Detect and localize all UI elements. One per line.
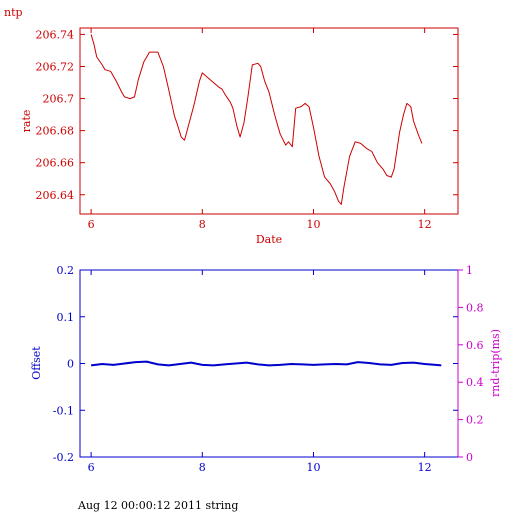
rate-chart: 6 8 10 12 206.64206.66206.68206.7206.72206.… [20,27,459,246]
offset-series-line [90,360,442,367]
offset-y-ticks: -0.2 -0.1 0 0.1 0.2 [53,264,458,464]
rate-y-tick-label: 206.74 [36,28,75,41]
rate-y-tick-label: 206.7 [43,93,75,106]
rate-x-ticks: 6 8 10 12 [88,28,432,231]
offset-y-tick-label: 0.1 [57,311,75,324]
offset-x-tick-label: 8 [199,461,206,474]
rate-x-axis-label: Date [256,233,282,246]
roundtrip-y-tick-label: 0.4 [466,376,484,389]
rate-series-line [90,34,423,205]
offset-series [90,360,442,367]
roundtrip-y-ticks: 0 0.2 0.4 0.6 0.8 1 [458,264,484,464]
roundtrip-y-tick-label: 0.2 [466,414,484,427]
rate-y-tick-label: 206.68 [36,125,75,138]
offset-x-tick-label: 6 [88,461,95,474]
rate-y-axis-label: rate [20,110,33,133]
rate-y-tick-label: 206.72 [36,60,75,73]
rate-y-tick-label: 206.64 [36,189,75,202]
roundtrip-y-tick-label: 0 [466,451,473,464]
offset-y-tick-label: 0.2 [57,264,75,277]
footer-timestamp: Aug 12 00:00:12 2011 string [77,499,238,512]
roundtrip-y-tick-label: 0.8 [466,301,484,314]
offset-y-tick-label: 0 [67,358,74,371]
offset-y-axis-label: Offset [30,346,43,380]
offset-y-tick-label: -0.2 [53,451,74,464]
roundtrip-y-tick-label: 0.6 [466,339,484,352]
roundtrip-y-tick-label: 1 [466,264,473,277]
offset-y-tick-label: -0.1 [53,404,74,417]
rate-y-tick-label: 206.66 [36,157,75,170]
rate-x-tick-label: 8 [199,218,206,231]
corner-label: ntp [4,6,23,19]
offset-x-tick-label: 12 [418,461,432,474]
offset-x-tick-label: 10 [306,461,320,474]
rate-plot-frame [79,27,459,215]
rate-y-ticks: 206.64 206.66 206.68 206.7 206.72 206.74 [36,28,458,202]
offset-chart: 6 8 10 12 -0.2 -0.1 0 0.1 0.2 0 0.2 0.4 0.6 0.8 1 Of… [30,264,502,474]
rate-x-tick-label: 12 [418,218,432,231]
rate-x-tick-label: 6 [88,218,95,231]
offset-x-ticks: 6 8 10 12 [88,270,432,474]
rate-x-tick-label: 10 [306,218,320,231]
roundtrip-y-axis-label: rnd-trip(ms) [489,329,502,397]
rate-series [90,34,423,205]
